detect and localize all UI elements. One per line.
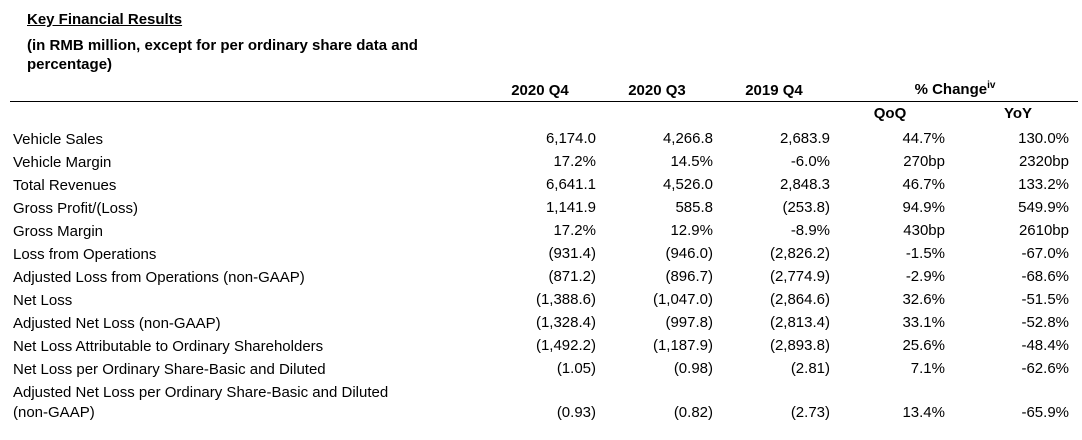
cell-2020-q4: (1,328.4)	[535, 314, 596, 331]
cell-2019-q4: (2,893.8)	[769, 337, 830, 354]
cell-qoq: 32.6%	[902, 291, 945, 308]
table-title: Key Financial Results	[27, 11, 183, 28]
cell-2020-q3: (1,047.0)	[652, 291, 713, 308]
row-label: Gross Profit/(Loss)	[13, 200, 139, 217]
column-header-2019-q4: 2019 Q4	[745, 82, 803, 99]
cell-2020-q4: (1,388.6)	[535, 291, 596, 308]
cell-yoy: 2320bp	[1018, 153, 1069, 170]
change-label: % Change	[914, 81, 988, 98]
cell-yoy: 130.0%	[1018, 130, 1069, 147]
cell-2020-q3: (0.82)	[673, 404, 713, 421]
cell-2020-q4: 1,141.9	[545, 199, 596, 216]
cell-2020-q3: 12.9%	[670, 222, 713, 239]
cell-qoq: 94.9%	[902, 199, 945, 216]
cell-qoq: 13.4%	[902, 404, 945, 421]
cell-2019-q4: 2,683.9	[779, 130, 830, 147]
cell-yoy: 549.9%	[1018, 199, 1069, 216]
row-label: Vehicle Margin	[13, 154, 112, 171]
cell-2019-q4: (2,864.6)	[769, 291, 830, 308]
cell-qoq: 44.7%	[902, 130, 945, 147]
cell-qoq: 33.1%	[902, 314, 945, 331]
row-label: Net Loss Attributable to Ordinary Shareh…	[13, 338, 324, 355]
row-label: Adjusted Net Loss (non-GAAP)	[13, 315, 221, 332]
row-label: Loss from Operations	[13, 246, 157, 263]
row-label: Adjusted Loss from Operations (non-GAAP)	[13, 269, 305, 286]
row-label: Net Loss	[13, 292, 73, 309]
financial-results-table: Vehicle Sales 6,174.0 4,266.8 2,683.9 44…	[0, 127, 1082, 424]
column-header-2020-q3: 2020 Q3	[628, 82, 686, 99]
table-row: Net Loss Attributable to Ordinary Shareh…	[0, 334, 1082, 357]
cell-yoy: -65.9%	[1021, 404, 1069, 421]
cell-2020-q3: 4,526.0	[662, 176, 713, 193]
cell-yoy: -52.8%	[1021, 314, 1069, 331]
column-header-change: % Changeiv	[880, 80, 1030, 98]
table-row: Net Loss per Ordinary Share-Basic and Di…	[0, 357, 1082, 380]
cell-2020-q4: (1.05)	[556, 360, 596, 377]
row-label: Vehicle Sales	[13, 131, 104, 148]
cell-yoy: -62.6%	[1021, 360, 1069, 377]
table-row: Gross Margin 17.2% 12.9% -8.9% 430bp 261…	[0, 219, 1082, 242]
column-header-2020-q4: 2020 Q4	[511, 82, 569, 99]
cell-qoq: 270bp	[903, 153, 945, 170]
table-row: Adjusted Net Loss per Ordinary Share-Bas…	[0, 380, 1082, 424]
cell-2020-q3: 4,266.8	[662, 130, 713, 147]
cell-yoy: 2610bp	[1018, 222, 1069, 239]
cell-yoy: -67.0%	[1021, 245, 1069, 262]
header-rule	[10, 101, 1078, 102]
cell-2019-q4: (2,774.9)	[769, 268, 830, 285]
cell-qoq: 7.1%	[910, 360, 945, 377]
cell-2019-q4: (2,826.2)	[769, 245, 830, 262]
table-row: Gross Profit/(Loss) 1,141.9 585.8 (253.8…	[0, 196, 1082, 219]
cell-2019-q4: 2,848.3	[779, 176, 830, 193]
table-row: Adjusted Loss from Operations (non-GAAP)…	[0, 265, 1082, 288]
cell-2020-q4: 17.2%	[553, 222, 596, 239]
cell-qoq: 25.6%	[902, 337, 945, 354]
cell-2020-q3: 585.8	[675, 199, 713, 216]
cell-2019-q4: (2,813.4)	[769, 314, 830, 331]
cell-2020-q4: 6,641.1	[545, 176, 596, 193]
table-row: Total Revenues 6,641.1 4,526.0 2,848.3 4…	[0, 173, 1082, 196]
table-subtitle: (in RMB million, except for per ordinary…	[27, 37, 418, 73]
cell-2019-q4: (253.8)	[782, 199, 830, 216]
cell-qoq: 46.7%	[902, 176, 945, 193]
cell-2019-q4: (2.73)	[790, 404, 830, 421]
row-label: Net Loss per Ordinary Share-Basic and Di…	[13, 361, 326, 378]
column-header-yoy: YoY	[1003, 105, 1033, 122]
table-row: Net Loss (1,388.6) (1,047.0) (2,864.6) 3…	[0, 288, 1082, 311]
cell-2020-q4: 17.2%	[553, 153, 596, 170]
cell-yoy: 133.2%	[1018, 176, 1069, 193]
cell-2020-q4: (931.4)	[548, 245, 596, 262]
row-label: Total Revenues	[13, 177, 117, 194]
table-row: Adjusted Net Loss (non-GAAP) (1,328.4) (…	[0, 311, 1082, 334]
row-label: Gross Margin	[13, 223, 104, 240]
cell-2020-q3: (1,187.9)	[652, 337, 713, 354]
cell-yoy: -68.6%	[1021, 268, 1069, 285]
table-row: Vehicle Sales 6,174.0 4,266.8 2,683.9 44…	[0, 127, 1082, 150]
cell-qoq: -1.5%	[905, 245, 945, 262]
cell-yoy: -51.5%	[1021, 291, 1069, 308]
cell-2020-q3: (997.8)	[665, 314, 713, 331]
table-row: Loss from Operations (931.4) (946.0) (2,…	[0, 242, 1082, 265]
cell-2020-q3: (896.7)	[665, 268, 713, 285]
cell-2020-q3: 14.5%	[670, 153, 713, 170]
cell-2020-q4: (1,492.2)	[535, 337, 596, 354]
column-header-qoq: QoQ	[873, 105, 907, 122]
cell-2019-q4: (2.81)	[790, 360, 830, 377]
cell-2020-q3: (0.98)	[673, 360, 713, 377]
cell-2020-q4: (871.2)	[548, 268, 596, 285]
cell-2020-q4: (0.93)	[556, 404, 596, 421]
cell-qoq: 430bp	[903, 222, 945, 239]
cell-yoy: -48.4%	[1021, 337, 1069, 354]
row-label: Adjusted Net Loss per Ordinary Share-Bas…	[13, 384, 389, 421]
cell-2019-q4: -6.0%	[790, 153, 830, 170]
cell-2019-q4: -8.9%	[790, 222, 830, 239]
table-row: Vehicle Margin 17.2% 14.5% -6.0% 270bp 2…	[0, 150, 1082, 173]
cell-2020-q4: 6,174.0	[545, 130, 596, 147]
cell-2020-q3: (946.0)	[665, 245, 713, 262]
cell-qoq: -2.9%	[905, 268, 945, 285]
change-footnote-marker: iv	[987, 80, 996, 91]
